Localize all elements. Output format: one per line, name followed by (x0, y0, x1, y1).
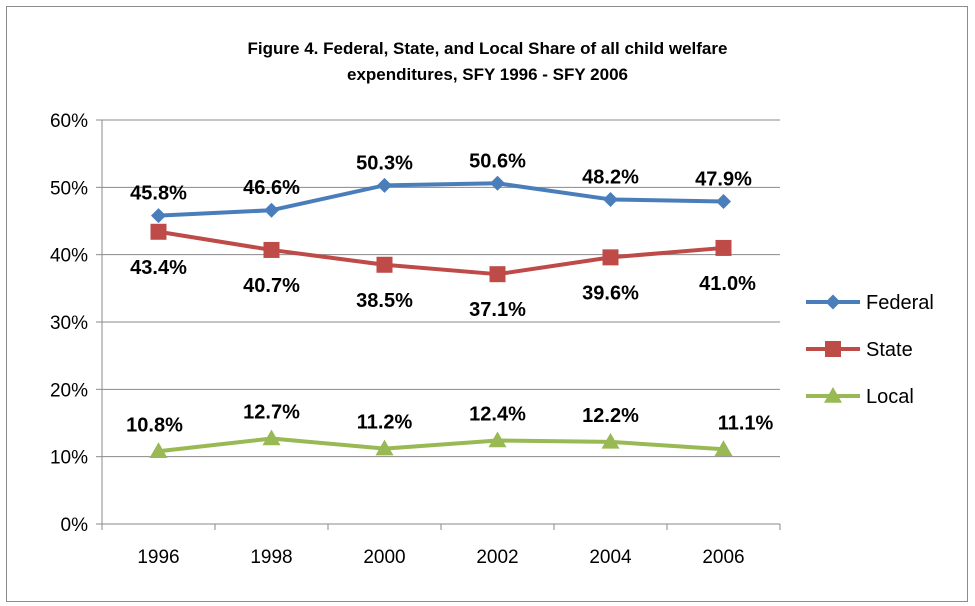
local-data-label: 12.7% (243, 401, 300, 423)
federal-point (716, 193, 731, 209)
federal-point (151, 208, 166, 224)
chart-title: Figure 4. Federal, State, and Local Shar… (0, 36, 975, 88)
federal-data-label: 48.2% (582, 166, 639, 188)
x-tick-label: 2004 (589, 547, 632, 568)
chart-title-line-1: Figure 4. Federal, State, and Local Shar… (247, 39, 728, 58)
y-tick-label: 40% (50, 246, 88, 267)
x-tick-label: 1996 (137, 547, 179, 568)
legend-local-marker (824, 387, 842, 403)
state-point (715, 239, 732, 256)
state-point (602, 249, 619, 266)
federal-point (603, 191, 618, 207)
state-data-label: 39.6% (582, 282, 639, 304)
legend-local-label: Local (866, 386, 914, 408)
local-data-label: 10.8% (126, 414, 183, 436)
federal-series-line (156, 181, 726, 218)
local-point (262, 429, 281, 446)
local-point (488, 431, 507, 448)
state-data-label: 43.4% (130, 257, 187, 279)
local-series-line (156, 436, 726, 454)
local-point (601, 432, 620, 449)
legend-state-marker (825, 341, 841, 357)
state-data-label: 37.1% (469, 299, 526, 321)
y-tick-label: 50% (50, 178, 88, 199)
legend-federal-marker (825, 294, 841, 310)
chart-title-line-2: expenditures, SFY 1996 - SFY 2006 (347, 65, 628, 84)
state-series-line (156, 229, 726, 277)
x-tick-label: 1998 (250, 547, 292, 568)
y-tick-label: 20% (50, 380, 88, 401)
x-tick-label: 2002 (476, 547, 518, 568)
state-data-label: 40.7% (243, 275, 300, 297)
federal-data-label: 50.3% (356, 152, 413, 174)
local-point (149, 442, 168, 459)
state-point (263, 241, 280, 258)
y-tick-label: 10% (50, 448, 88, 469)
local-data-label: 12.4% (469, 404, 526, 426)
federal-point (377, 177, 392, 193)
state-point (376, 256, 393, 273)
x-tick-label: 2000 (363, 547, 405, 568)
federal-data-label: 46.6% (243, 177, 300, 199)
federal-data-label: 50.6% (469, 150, 526, 172)
federal-point (490, 175, 505, 191)
local-data-label: 11.2% (357, 412, 413, 434)
local-point (375, 439, 394, 456)
local-data-label: 12.2% (582, 405, 639, 427)
y-tick-label: 30% (50, 313, 88, 334)
state-point (150, 223, 167, 240)
federal-data-label: 47.9% (695, 168, 752, 190)
y-tick-label: 0% (61, 515, 89, 536)
y-tick-label: 60% (50, 111, 88, 132)
federal-point (264, 202, 279, 218)
legend-federal-label: Federal (866, 292, 934, 314)
federal-data-label: 45.8% (130, 183, 187, 205)
state-data-label: 38.5% (356, 290, 413, 312)
state-data-label: 41.0% (699, 273, 756, 295)
legend-state-label: State (866, 339, 913, 361)
local-point (714, 440, 733, 457)
state-point (489, 266, 506, 283)
local-data-label: 11.1% (718, 412, 774, 434)
x-tick-label: 2006 (702, 547, 744, 568)
